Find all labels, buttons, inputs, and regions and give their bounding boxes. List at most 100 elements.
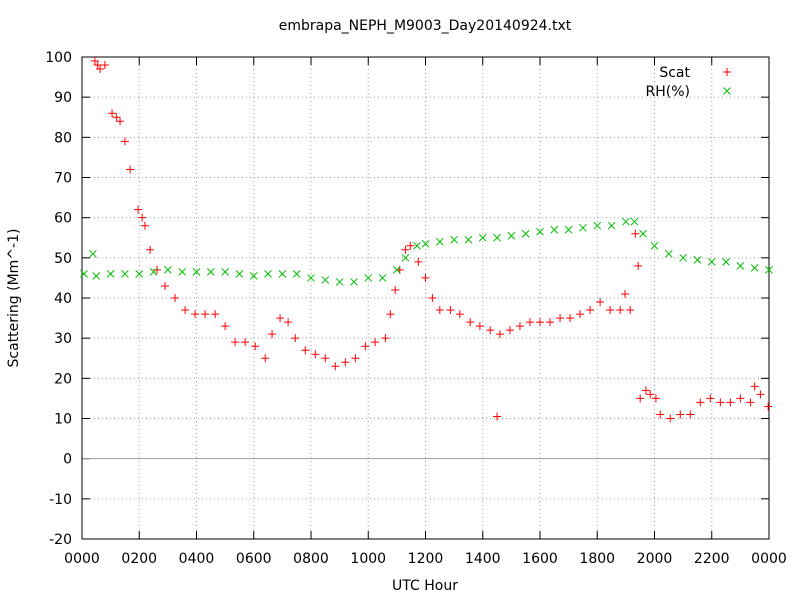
x-tick-label: 1600 (522, 551, 558, 567)
data-point (486, 326, 495, 335)
data-point (321, 276, 330, 284)
data-point (231, 338, 240, 347)
data-point (414, 257, 423, 266)
data-point (664, 249, 673, 258)
data-point (311, 350, 320, 359)
data-point (235, 270, 244, 278)
data-point (550, 225, 559, 234)
data-point (161, 281, 170, 290)
data-point (413, 241, 421, 250)
data-point (736, 394, 745, 403)
data-point (464, 235, 473, 244)
y-tick-label: -20 (49, 532, 72, 548)
data-point (676, 410, 685, 419)
data-point (206, 268, 215, 276)
y-axis-label: Scattering (Mm^-1) (6, 229, 22, 368)
data-point (622, 217, 630, 226)
data-point (89, 249, 97, 258)
y-tick-label: 100 (45, 50, 72, 66)
data-point (391, 285, 400, 294)
data-point (181, 306, 190, 315)
data-point (361, 342, 370, 351)
data-point (515, 322, 524, 331)
data-point (284, 318, 293, 327)
data-point (378, 274, 387, 282)
data-point (750, 264, 759, 272)
data-point (593, 221, 602, 230)
data-point (401, 245, 410, 254)
data-point (650, 241, 659, 250)
data-point (301, 346, 310, 355)
data-point (191, 310, 200, 319)
y-tick-label: 0 (63, 452, 72, 468)
data-point (292, 270, 301, 278)
x-tick-label: 2000 (637, 551, 673, 567)
x-tick-label: 0000 (751, 551, 787, 567)
data-point (421, 273, 430, 282)
data-point (93, 61, 102, 70)
data-point (736, 262, 745, 270)
y-tick-label: 30 (54, 331, 72, 347)
data-point (564, 225, 573, 234)
y-tick-label: 10 (54, 412, 72, 428)
data-point (507, 231, 516, 240)
data-point (579, 223, 587, 232)
data-point (321, 354, 330, 363)
data-point (679, 253, 687, 262)
data-point (586, 306, 595, 315)
x-tick-label: 0600 (236, 551, 272, 567)
x-tick-label: 1800 (579, 551, 615, 567)
data-point (241, 338, 250, 347)
data-point (221, 268, 229, 276)
data-point (401, 253, 410, 262)
data-point (140, 221, 149, 230)
data-point (120, 137, 129, 146)
data-point (576, 310, 585, 319)
data-point (707, 257, 716, 266)
data-point (546, 318, 555, 327)
y-tick-label: 40 (54, 291, 72, 307)
data-point (92, 272, 101, 280)
x-tick-label: 0800 (293, 551, 329, 567)
legend-marker (723, 68, 731, 76)
data-point (307, 274, 315, 282)
data-point (386, 310, 395, 319)
data-point (631, 229, 640, 238)
data-point (350, 278, 358, 286)
data-point (126, 165, 135, 174)
data-point (536, 227, 544, 236)
data-point (722, 257, 730, 266)
data-point (525, 318, 534, 327)
data-point (455, 310, 464, 319)
data-point (478, 233, 487, 242)
data-point (291, 334, 300, 343)
x-tick-label: 1000 (350, 551, 386, 567)
data-point (251, 342, 260, 351)
x-tick-label: 1200 (408, 551, 444, 567)
data-point (341, 358, 350, 367)
x-tick-label: 2200 (694, 551, 730, 567)
data-point (201, 310, 210, 319)
data-point (211, 310, 220, 319)
data-point (641, 386, 650, 395)
data-point (108, 109, 117, 118)
data-point (651, 394, 660, 403)
x-tick-label: 0200 (121, 551, 157, 567)
x-tick-label: 1400 (465, 551, 501, 567)
data-point (716, 398, 725, 407)
data-point (639, 229, 647, 238)
data-point (607, 221, 616, 230)
data-point (556, 314, 565, 323)
x-tick-label: 0400 (179, 551, 215, 567)
data-point (435, 306, 444, 315)
y-tick-label: -10 (49, 492, 72, 508)
data-point (630, 217, 639, 226)
data-point (446, 306, 455, 315)
data-point (493, 233, 501, 242)
legend-marker (723, 87, 731, 95)
data-point (475, 322, 484, 331)
data-point (746, 398, 755, 407)
data-point (686, 410, 695, 419)
data-point (264, 270, 272, 278)
